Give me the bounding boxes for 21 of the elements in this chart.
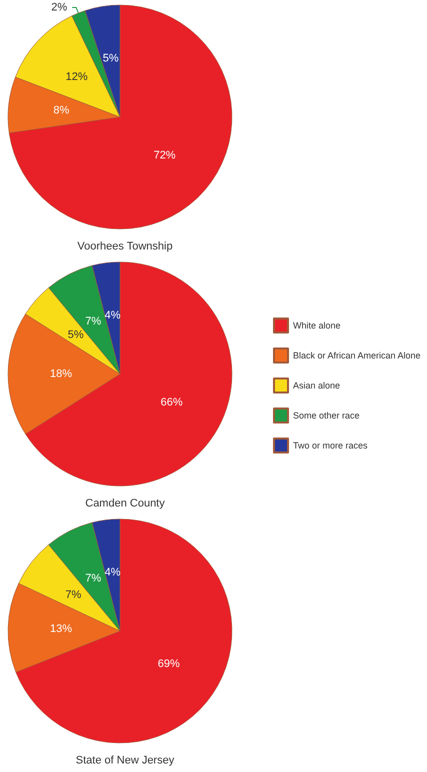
data-label: 2% xyxy=(51,1,68,14)
legend-label: Asian alone xyxy=(293,380,340,390)
data-label: 18% xyxy=(50,368,72,380)
text: Camden County xyxy=(85,498,166,510)
data-label: 5% xyxy=(102,52,119,65)
legend-label: White alone xyxy=(293,320,341,330)
text: Voorhees Township xyxy=(77,240,173,252)
data-label: 5% xyxy=(68,328,84,341)
text: State of New Jersey xyxy=(76,754,175,766)
data-label: 13% xyxy=(50,623,72,636)
data-label: 7% xyxy=(65,588,82,601)
data-label: 69% xyxy=(158,658,180,670)
data-label: 7% xyxy=(85,572,102,584)
data-label: 66% xyxy=(160,396,183,408)
legend-label: Some other race xyxy=(293,410,360,420)
data-label: 8% xyxy=(53,104,70,116)
legend-label: Black or African American Alone xyxy=(293,350,421,360)
legend-label: Two or more races xyxy=(293,440,368,450)
data-label: 7% xyxy=(85,315,102,328)
data-label: 72% xyxy=(154,150,176,162)
data-label: 12% xyxy=(66,70,88,83)
